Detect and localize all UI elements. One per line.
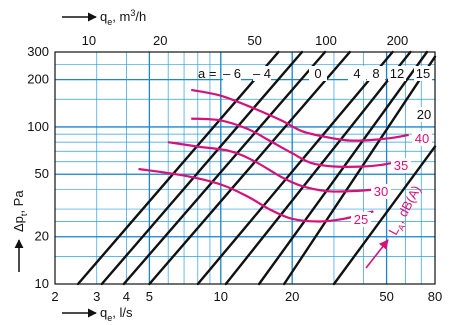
a-line — [100, 50, 304, 286]
noise-arrow — [365, 239, 389, 269]
left-axis-main: Δp — [11, 216, 26, 232]
a-line-label: – 6 — [223, 66, 241, 81]
a-labels: – 6 – 4 0 4 8 12 15 20 — [223, 66, 433, 122]
a-line — [282, 55, 437, 286]
top-axis-main: q — [100, 9, 107, 24]
noise-label-bg — [391, 158, 411, 173]
grid-and-frame — [54, 51, 436, 285]
a-line — [76, 50, 280, 286]
a-line-label: 8 — [372, 66, 379, 81]
a-line — [148, 50, 352, 286]
a-label-bg — [415, 107, 433, 122]
bottom-axis-title: qe, l/s — [100, 305, 133, 323]
y-tick-label: 200 — [27, 72, 49, 87]
a-prefix-label: a = — [198, 66, 216, 81]
y-tick-label: 10 — [35, 276, 49, 291]
a-label-bg — [388, 66, 406, 81]
a-lines — [76, 50, 437, 286]
top-axis-tail: /h — [135, 9, 146, 24]
bottom-axis-unit: , l/s — [112, 305, 133, 320]
x-tick-label: 20 — [285, 289, 299, 304]
top-axis-sub: e — [107, 17, 112, 27]
noise-curves — [138, 88, 409, 223]
top-tick-label: 10 — [82, 33, 96, 48]
left-axis-sub: t — [19, 213, 29, 216]
top-tick-label: 20 — [153, 33, 167, 48]
top-axis-title: qe, m3/h — [100, 8, 146, 27]
left-axis-title: Δpt, Pa — [11, 190, 29, 232]
a-line — [224, 50, 412, 286]
top-axis-sup: 3 — [130, 8, 135, 18]
a-line-label: 20 — [417, 107, 431, 122]
a-line-label: – 4 — [253, 66, 271, 81]
a-line — [332, 145, 437, 286]
x-tick-label: 5 — [146, 289, 153, 304]
a-label-bg — [367, 66, 385, 81]
a-line-label: 15 — [416, 66, 430, 81]
bottom-axis-sub: e — [107, 313, 112, 323]
top-axis-unit: , m — [112, 9, 130, 24]
y-tick-label: 50 — [35, 166, 49, 181]
y-tick-label: 300 — [27, 44, 49, 59]
noise-axis-sub: A — [396, 222, 408, 232]
top-tick-label: 100 — [315, 33, 337, 48]
a-label-bg — [253, 66, 271, 81]
y-tick-label: 20 — [35, 229, 49, 244]
a-line — [122, 50, 327, 286]
x-tick-label: 80 — [428, 289, 442, 304]
noise-curve — [168, 141, 391, 193]
a-label-bg — [414, 66, 432, 81]
a-line-label: 0 — [314, 66, 321, 81]
noise-labels: 40 35 30 25 — [351, 131, 432, 227]
noise-label-bg — [412, 131, 432, 146]
left-axis-unit: , Pa — [11, 190, 26, 214]
a-line — [196, 50, 394, 286]
noise-label-bg — [351, 212, 371, 227]
a-line-label: 4 — [353, 66, 360, 81]
plot-background — [55, 52, 435, 284]
noise-curve — [190, 88, 409, 142]
top-tick-label: 50 — [247, 33, 261, 48]
plot-frame — [54, 51, 436, 285]
y-tick-label: 100 — [27, 119, 49, 134]
a-line-label: 12 — [390, 66, 404, 81]
x-tick-label: 50 — [379, 289, 393, 304]
a-label-bg — [223, 66, 241, 81]
x-tick-label: 3 — [93, 289, 100, 304]
noise-curve-label: 35 — [394, 158, 408, 173]
x-tick-label: 2 — [51, 289, 58, 304]
noise-curve-label: 30 — [374, 184, 388, 199]
noise-curve-label: 25 — [354, 212, 368, 227]
top-tick-label: 200 — [387, 33, 409, 48]
a-label-bg — [309, 66, 327, 81]
noise-label-bg — [371, 184, 391, 199]
bottom-axis-main: q — [100, 305, 107, 320]
noise-curve — [191, 117, 406, 168]
a-line — [257, 50, 429, 286]
a-label-bg — [348, 66, 366, 81]
noise-curve-label: 40 — [415, 131, 429, 146]
x-tick-label: 4 — [123, 289, 130, 304]
x-tick-label: 10 — [214, 289, 228, 304]
